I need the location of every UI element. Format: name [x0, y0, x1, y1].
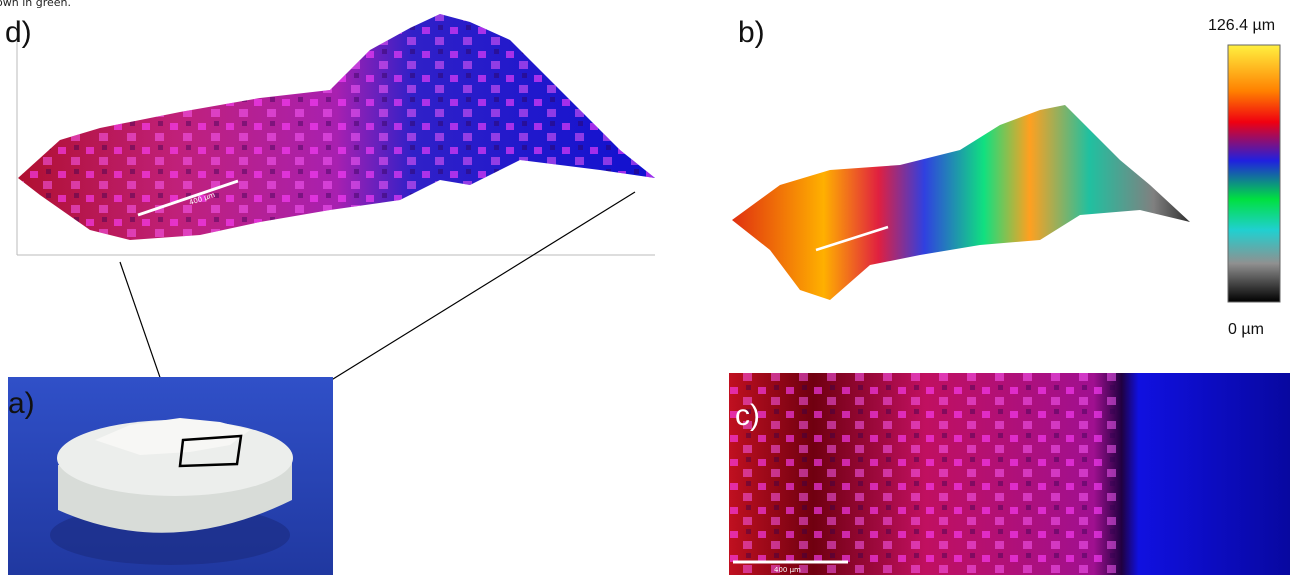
surface-3d	[732, 105, 1190, 300]
panel-label: b)	[738, 16, 765, 49]
panel-label: d)	[5, 16, 32, 49]
surface-texture	[18, 14, 655, 240]
scale-label: 400 µm	[774, 566, 801, 574]
colorbar	[1228, 45, 1280, 302]
caption-fragment: own in green.	[0, 0, 71, 9]
colorbar-max-label: 126.4 µm	[1208, 17, 1275, 34]
panel-label: a)	[8, 387, 35, 420]
height-map-texture	[729, 373, 1119, 575]
figure: own in green. 400 µm d) b) 126.4 µm 0 µm…	[0, 0, 1313, 575]
colorbar-min-label: 0 µm	[1228, 321, 1264, 338]
panel-label: c)	[735, 399, 760, 432]
figure-canvas: own in green. 400 µm d) b) 126.4 µm 0 µm…	[0, 0, 1313, 575]
